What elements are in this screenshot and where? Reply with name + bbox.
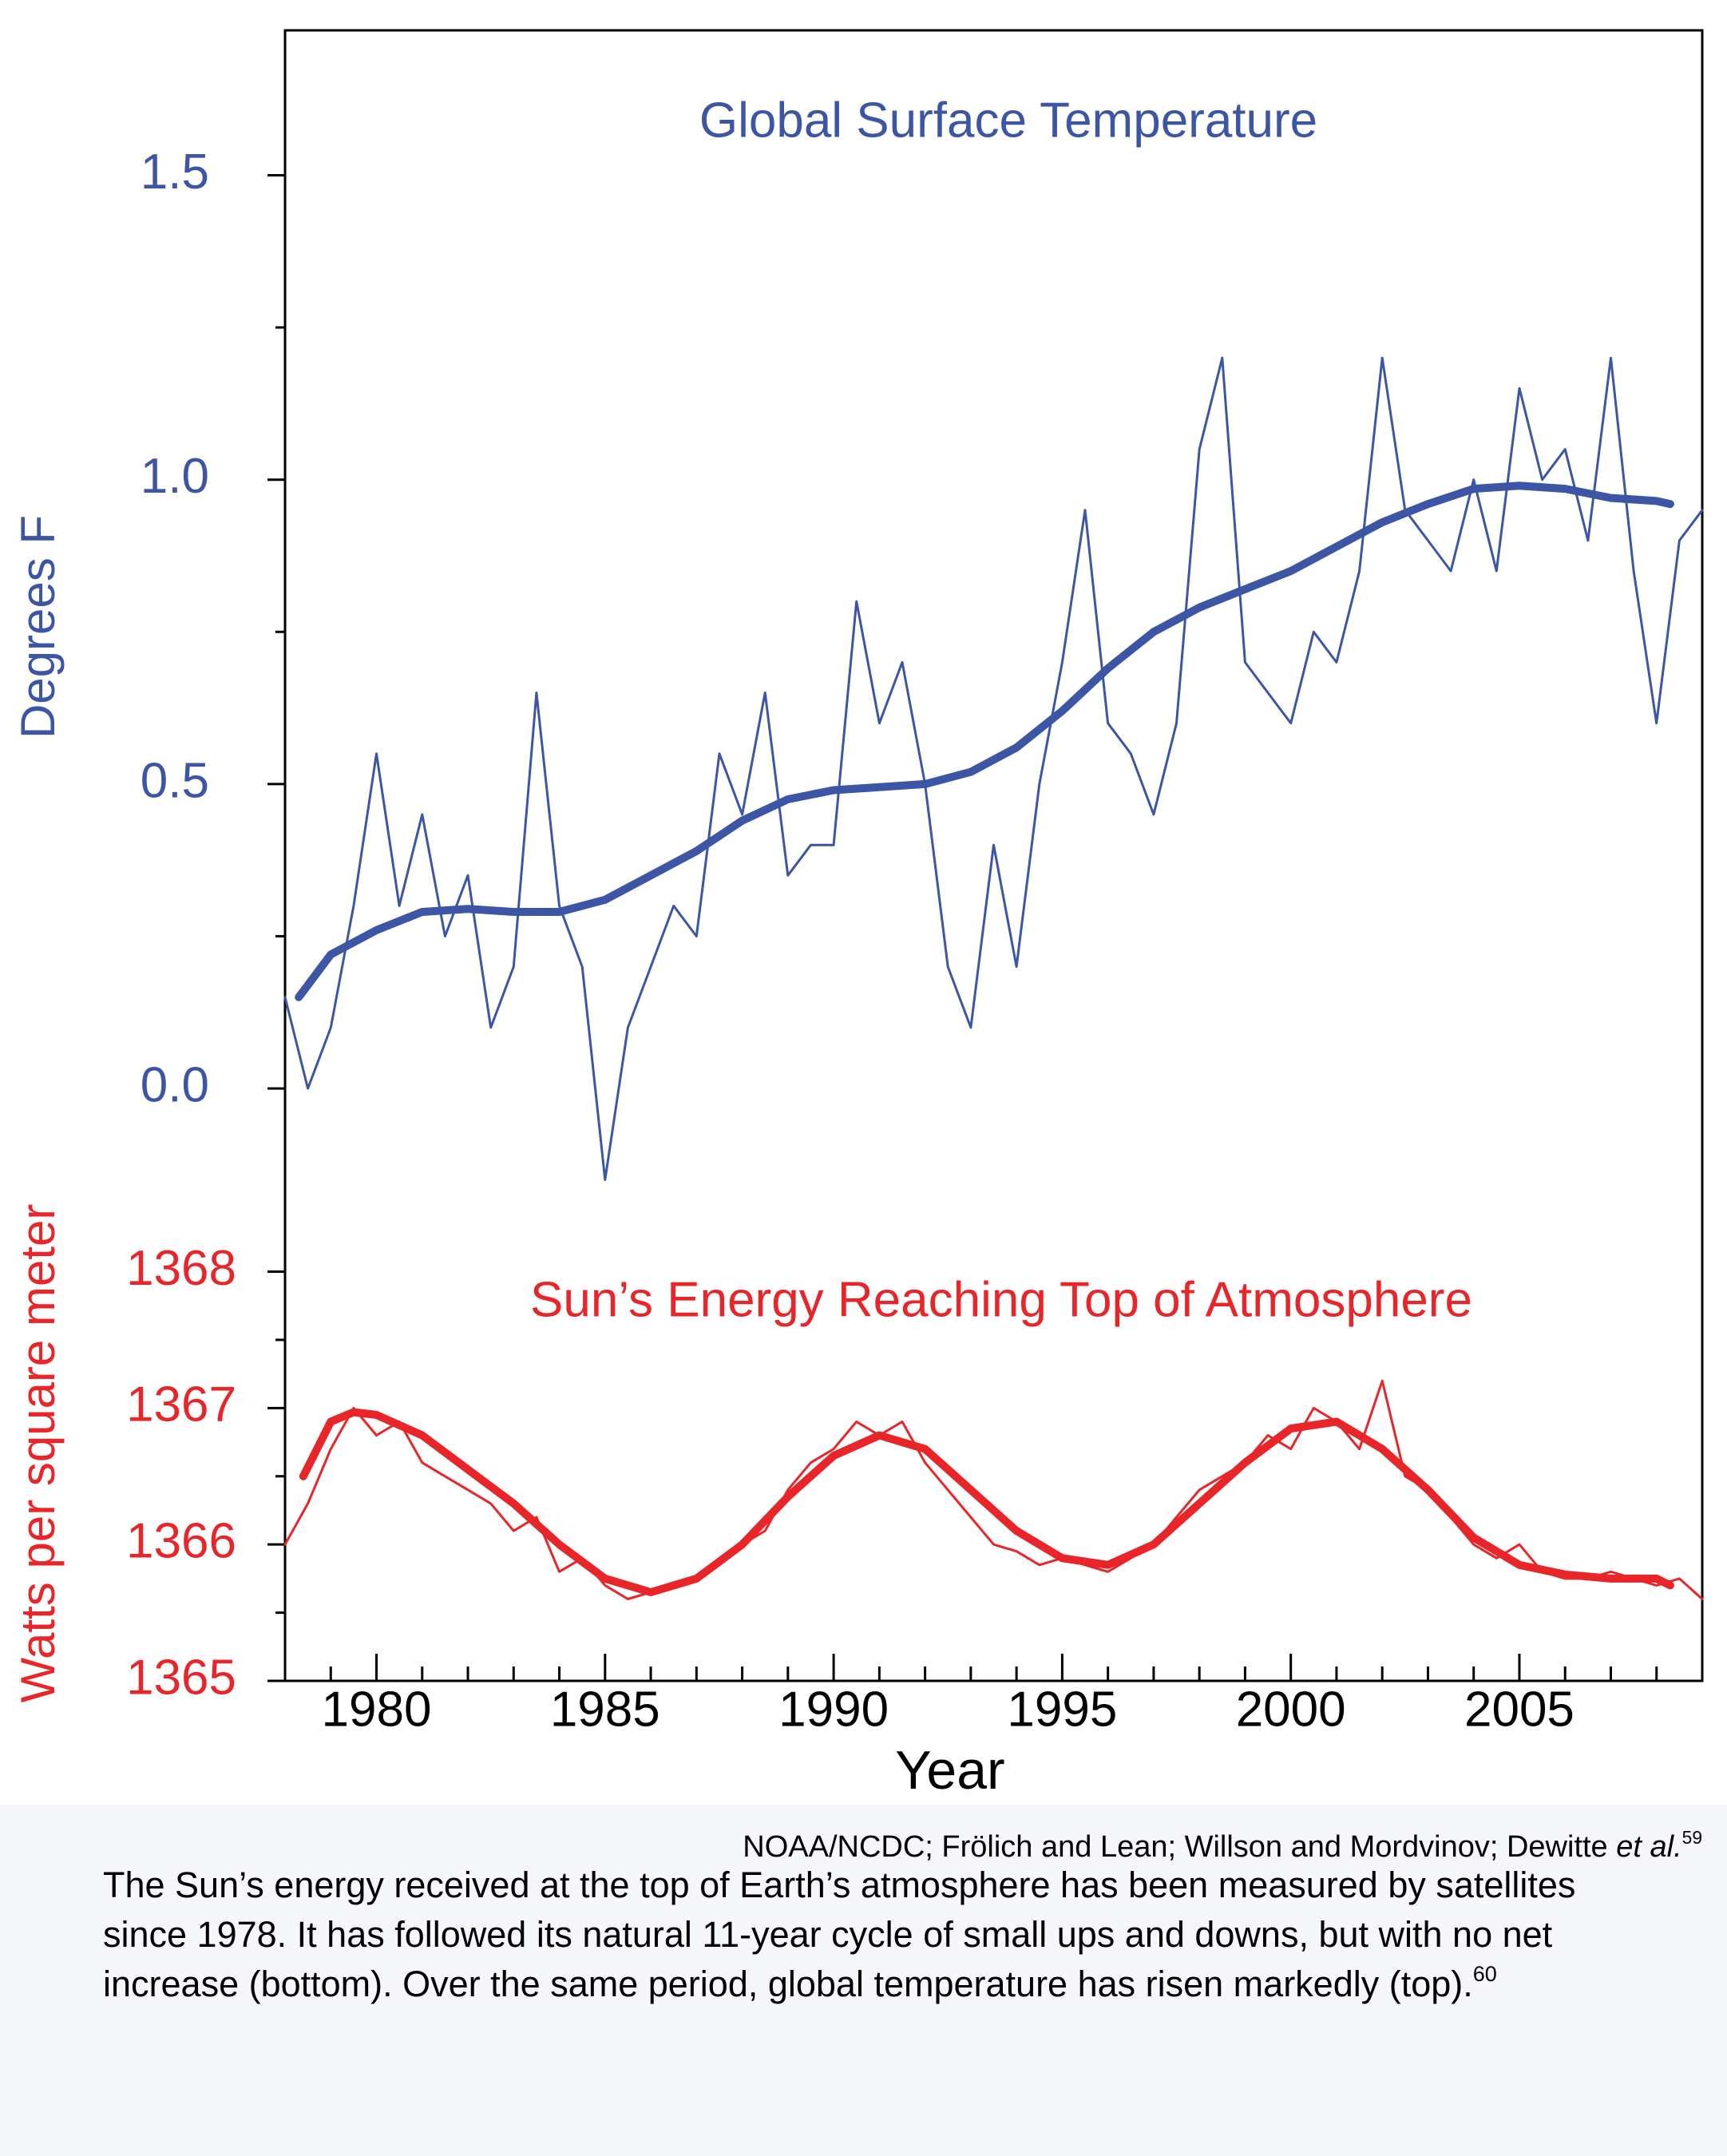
- y2-tick-label: 1365: [126, 1650, 236, 1705]
- y2-axis-label: Watts per square meter: [11, 1204, 65, 1703]
- y2-tick-label: 1367: [126, 1377, 236, 1433]
- y-axis-label: Degrees F: [11, 515, 65, 739]
- chart-title: Global Surface Temperature: [699, 93, 1317, 148]
- x-tick-label: 1985: [550, 1682, 660, 1737]
- x-tick-label: 2000: [1236, 1682, 1346, 1737]
- x-tick-label: 1995: [1007, 1682, 1117, 1737]
- x-tick-label: 1980: [322, 1682, 432, 1737]
- source-italic: et al.: [1616, 1830, 1682, 1864]
- x-tick-label: 2005: [1464, 1682, 1575, 1737]
- x-axis-label: Year: [895, 1740, 1004, 1801]
- y-tick-label: 0.5: [141, 753, 209, 808]
- plot-frame: [283, 29, 1704, 1682]
- y2-tick-label: 1368: [126, 1241, 236, 1296]
- chart: Global Surface Temperature Sun’s Energy …: [11, 29, 1704, 1801]
- chart-title-2: Sun’s Energy Reaching Top of Atmosphere: [530, 1272, 1472, 1327]
- x-tick-label: 1990: [778, 1682, 889, 1737]
- caption: The Sun’s energy received at the top of …: [103, 1861, 1668, 2009]
- source-ref: 59: [1681, 1827, 1702, 1849]
- y-tick-label: 0.0: [141, 1058, 209, 1113]
- source-text: NOAA/NCDC; Frölich and Lean; Willson and…: [743, 1830, 1617, 1864]
- series-line: [295, 482, 1674, 1001]
- y-tick-label: 1.0: [141, 449, 209, 504]
- footer-background: [0, 1805, 1727, 2156]
- series-line: [299, 1408, 1674, 1596]
- caption-text: The Sun’s energy received at the top of …: [103, 1865, 1576, 2004]
- series-line: [283, 356, 1704, 1181]
- y2-tick-label: 1366: [126, 1514, 236, 1569]
- caption-ref: 60: [1472, 1962, 1497, 1987]
- y-tick-label: 1.5: [141, 145, 209, 200]
- source: NOAA/NCDC; Frölich and Lean; Willson and…: [743, 1827, 1702, 1865]
